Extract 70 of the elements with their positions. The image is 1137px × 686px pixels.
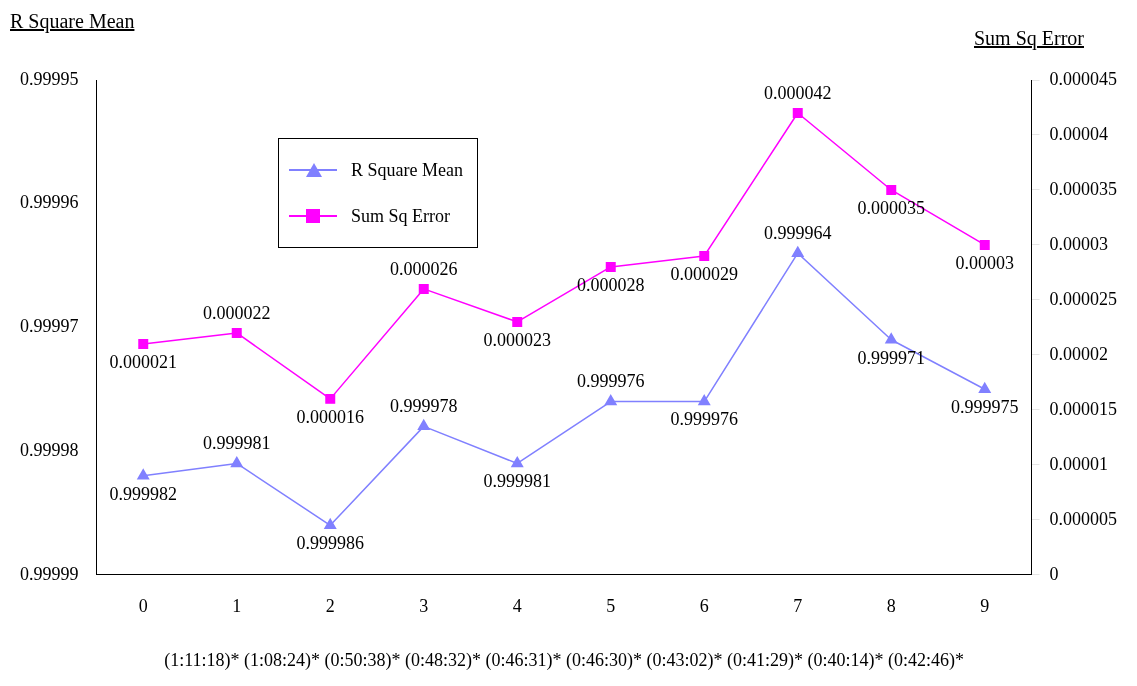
- y2-tick-label: 0: [1049, 563, 1059, 584]
- data-label: 0.000035: [857, 197, 925, 218]
- point: [325, 393, 336, 404]
- data-label: 0.999982: [109, 483, 177, 504]
- x-tick-label: 4: [512, 596, 522, 617]
- y2-tick-label: 0.00002: [1049, 343, 1108, 364]
- x-tick-label: 7: [793, 596, 803, 617]
- x-tick-label: 1: [232, 596, 242, 617]
- point: [417, 419, 430, 431]
- x-tick-label: 0: [138, 596, 148, 617]
- data-label: 0.000022: [203, 302, 271, 323]
- data-label: 0.000042: [764, 82, 832, 103]
- y-tick-label: 0.99999: [20, 563, 79, 584]
- point: [979, 239, 990, 250]
- point: [792, 107, 803, 118]
- data-label: 0.999964: [764, 222, 832, 243]
- data-label: 0.000028: [577, 274, 645, 295]
- point: [418, 283, 429, 294]
- data-label: 0.999976: [670, 409, 738, 430]
- y2-tick-label: 0.000045: [1049, 68, 1117, 89]
- point: [512, 316, 523, 327]
- y2-tick-label: 0.00003: [1049, 233, 1108, 254]
- data-label: 0.000023: [483, 329, 551, 350]
- data-label: 0.999975: [951, 396, 1019, 417]
- data-label: 0.00003: [955, 252, 1014, 273]
- point: [511, 456, 524, 468]
- data-label: 0.000029: [670, 263, 738, 284]
- legend-label: R Square Mean: [351, 159, 463, 181]
- y-tick-label: 0.99998: [20, 439, 79, 460]
- point: [885, 333, 898, 344]
- y2-tick-label: 0.000005: [1049, 508, 1117, 529]
- point: [698, 394, 711, 406]
- data-label: 0.000021: [109, 351, 177, 372]
- legend-label: Sum Sq Error: [351, 205, 450, 227]
- y-tick-label: 0.99997: [20, 316, 79, 337]
- x-tick-label: 9: [980, 596, 990, 617]
- y2-tick-label: 0.000015: [1049, 398, 1117, 419]
- y2-tick-label: 0.000025: [1049, 288, 1117, 309]
- y-tick-label: 0.99996: [20, 192, 79, 213]
- point: [324, 518, 337, 530]
- point: [605, 261, 616, 272]
- point: [604, 394, 617, 406]
- x-tick-label: 3: [419, 596, 429, 617]
- data-label: 0.999986: [296, 533, 364, 554]
- point: [230, 456, 243, 468]
- point: [791, 246, 804, 257]
- point: [137, 469, 150, 480]
- data-label: 0.000016: [296, 406, 364, 427]
- data-label: 0.999978: [390, 396, 458, 417]
- x-tick-label: 8: [886, 596, 896, 617]
- point: [699, 250, 710, 261]
- x-axis-title: (1:11:18)* (1:08:24)* (0:50:38)* (0:48:32)* (0:46:31)* (0:46:30)* (0:43:02)* (0:41:29)* (0:40:14)* (0:42:46)*: [164, 649, 964, 671]
- y2-tick-label: 0.000035: [1049, 178, 1117, 199]
- data-label: 0.999971: [857, 347, 925, 368]
- point: [886, 184, 897, 195]
- x-tick-label: 5: [606, 596, 616, 617]
- point: [231, 327, 242, 338]
- point: [978, 382, 991, 393]
- y2-tick-label: 0.00001: [1049, 453, 1108, 474]
- y2-axis-title: Sum Sq Error: [974, 27, 1084, 50]
- x-tick-label: 2: [325, 596, 335, 617]
- data-label: 0.999981: [203, 433, 271, 454]
- data-label: 0.999981: [483, 471, 551, 492]
- data-label: 0.000026: [390, 258, 458, 279]
- x-tick-label: 6: [699, 596, 709, 617]
- y2-tick-label: 0.00004: [1049, 123, 1108, 144]
- y-axis-title: R Square Mean: [10, 10, 135, 33]
- point: [138, 338, 149, 349]
- y-tick-label: 0.99995: [20, 68, 79, 89]
- data-label: 0.999976: [577, 371, 645, 392]
